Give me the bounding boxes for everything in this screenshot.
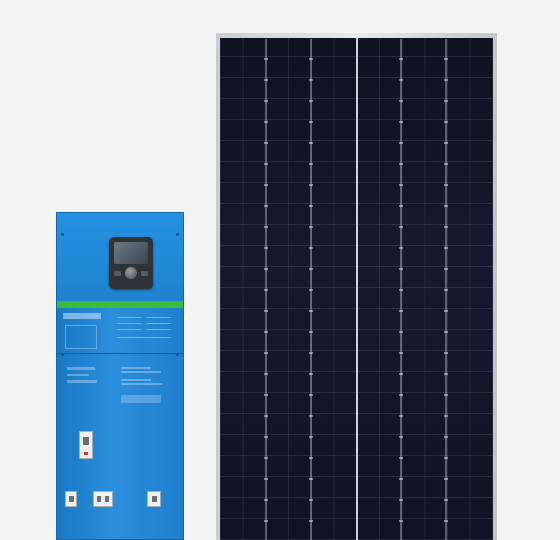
screw-icon xyxy=(176,353,179,356)
display-button-left xyxy=(114,271,121,276)
control-display xyxy=(109,237,153,289)
panel-divider xyxy=(57,353,183,354)
solar-panel xyxy=(216,33,497,540)
screw-icon xyxy=(176,233,179,236)
inverter-charger-cabinet xyxy=(56,212,184,540)
screw-icon xyxy=(61,353,64,356)
display-knob-icon xyxy=(125,267,137,279)
breaker-switch xyxy=(147,491,161,507)
brand-logo xyxy=(63,313,101,319)
spec-text xyxy=(121,367,151,369)
busbar-lines xyxy=(264,38,448,540)
screw-icon xyxy=(61,233,64,236)
wiring-diagram xyxy=(65,325,97,349)
breaker-switch xyxy=(93,491,113,507)
breaker-switch xyxy=(65,491,77,507)
display-screen xyxy=(114,242,148,264)
warning-text xyxy=(121,395,161,403)
green-accent-stripe xyxy=(57,301,183,308)
display-button-right xyxy=(141,271,148,276)
panel-center-seam xyxy=(356,38,358,540)
breaker-switch xyxy=(79,431,93,459)
model-label xyxy=(67,367,95,370)
